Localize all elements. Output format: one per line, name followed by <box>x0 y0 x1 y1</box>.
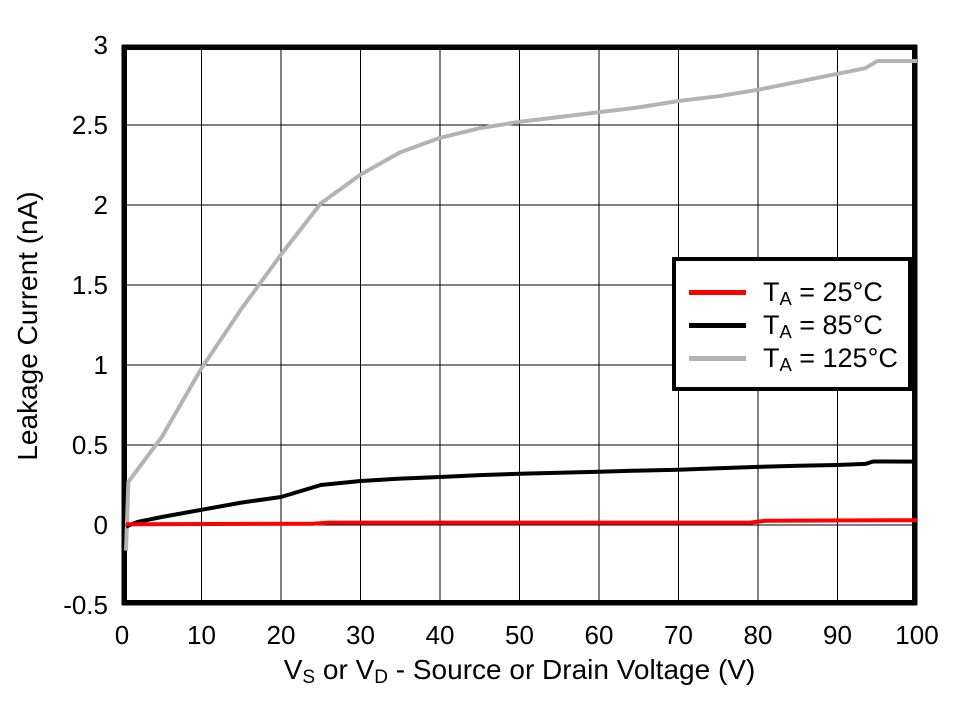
legend-line-sample <box>689 355 746 361</box>
y-tick-label: 0.5 <box>71 430 108 460</box>
x-tick-label: 0 <box>114 620 130 650</box>
legend-label-text: = 25°C <box>791 276 883 307</box>
y-tick-label: -0.5 <box>63 590 108 620</box>
x-tick-label: 100 <box>895 620 939 650</box>
legend: TA = 25°C TA = 85°C TA = 125°C <box>672 257 912 391</box>
x-tick-label: 60 <box>584 620 614 650</box>
x-tick-label: 90 <box>823 620 852 650</box>
x-tick-label: 30 <box>346 620 375 650</box>
x-tick-label: 80 <box>743 620 773 650</box>
plot-border <box>122 45 917 605</box>
legend-line-sample <box>689 289 746 295</box>
legend-item-label: TA = 25°C <box>763 276 883 309</box>
legend-label-text: T <box>763 276 780 307</box>
legend-label-text: = 125°C <box>791 342 898 373</box>
x-axis-title-text: or V <box>315 654 375 685</box>
legend-line-sample <box>689 322 746 328</box>
legend-label-text: = 85°C <box>791 309 883 340</box>
x-axis-title-text: - Source or Drain Voltage (V) <box>388 654 756 685</box>
legend-item-ta-85c: TA = 85°C <box>676 309 908 342</box>
x-tick-label: 70 <box>664 620 693 650</box>
legend-label-subscript: A <box>779 287 792 309</box>
plot-area <box>121 44 918 606</box>
legend-item-ta-25c: TA = 25°C <box>676 276 908 309</box>
series-line-ta-85c <box>125 459 918 529</box>
y-tick-label: 0 <box>93 510 108 540</box>
series-line-ta-125c <box>124 59 917 551</box>
x-axis-title-text: V <box>283 654 303 685</box>
legend-item-label: TA = 85°C <box>763 309 883 342</box>
y-tick-label: 2.5 <box>71 110 108 140</box>
x-tick-label: 40 <box>425 620 455 650</box>
x-axis-title-subscript: D <box>374 667 388 689</box>
legend-label-subscript: A <box>779 320 792 342</box>
legend-label-text: T <box>763 309 780 340</box>
y-tick-label: 2 <box>93 190 108 220</box>
series-line-ta-25c <box>125 518 918 527</box>
legend-label-subscript: A <box>779 353 792 375</box>
x-tick-label: 20 <box>266 620 296 650</box>
x-axis-title: VS or VD - Source or Drain Voltage (V) <box>122 654 917 689</box>
legend-item-ta-125c: TA = 125°C <box>676 342 908 375</box>
y-tick-label: 3 <box>93 30 108 60</box>
x-tick-label: 10 <box>187 620 216 650</box>
y-tick-label: 1.5 <box>71 270 108 300</box>
x-tick-label: 50 <box>505 620 534 650</box>
x-axis-title-subscript: S <box>302 667 316 689</box>
y-tick-label: 1 <box>93 350 108 380</box>
legend-label-text: T <box>763 342 780 373</box>
legend-item-label: TA = 125°C <box>763 342 898 375</box>
